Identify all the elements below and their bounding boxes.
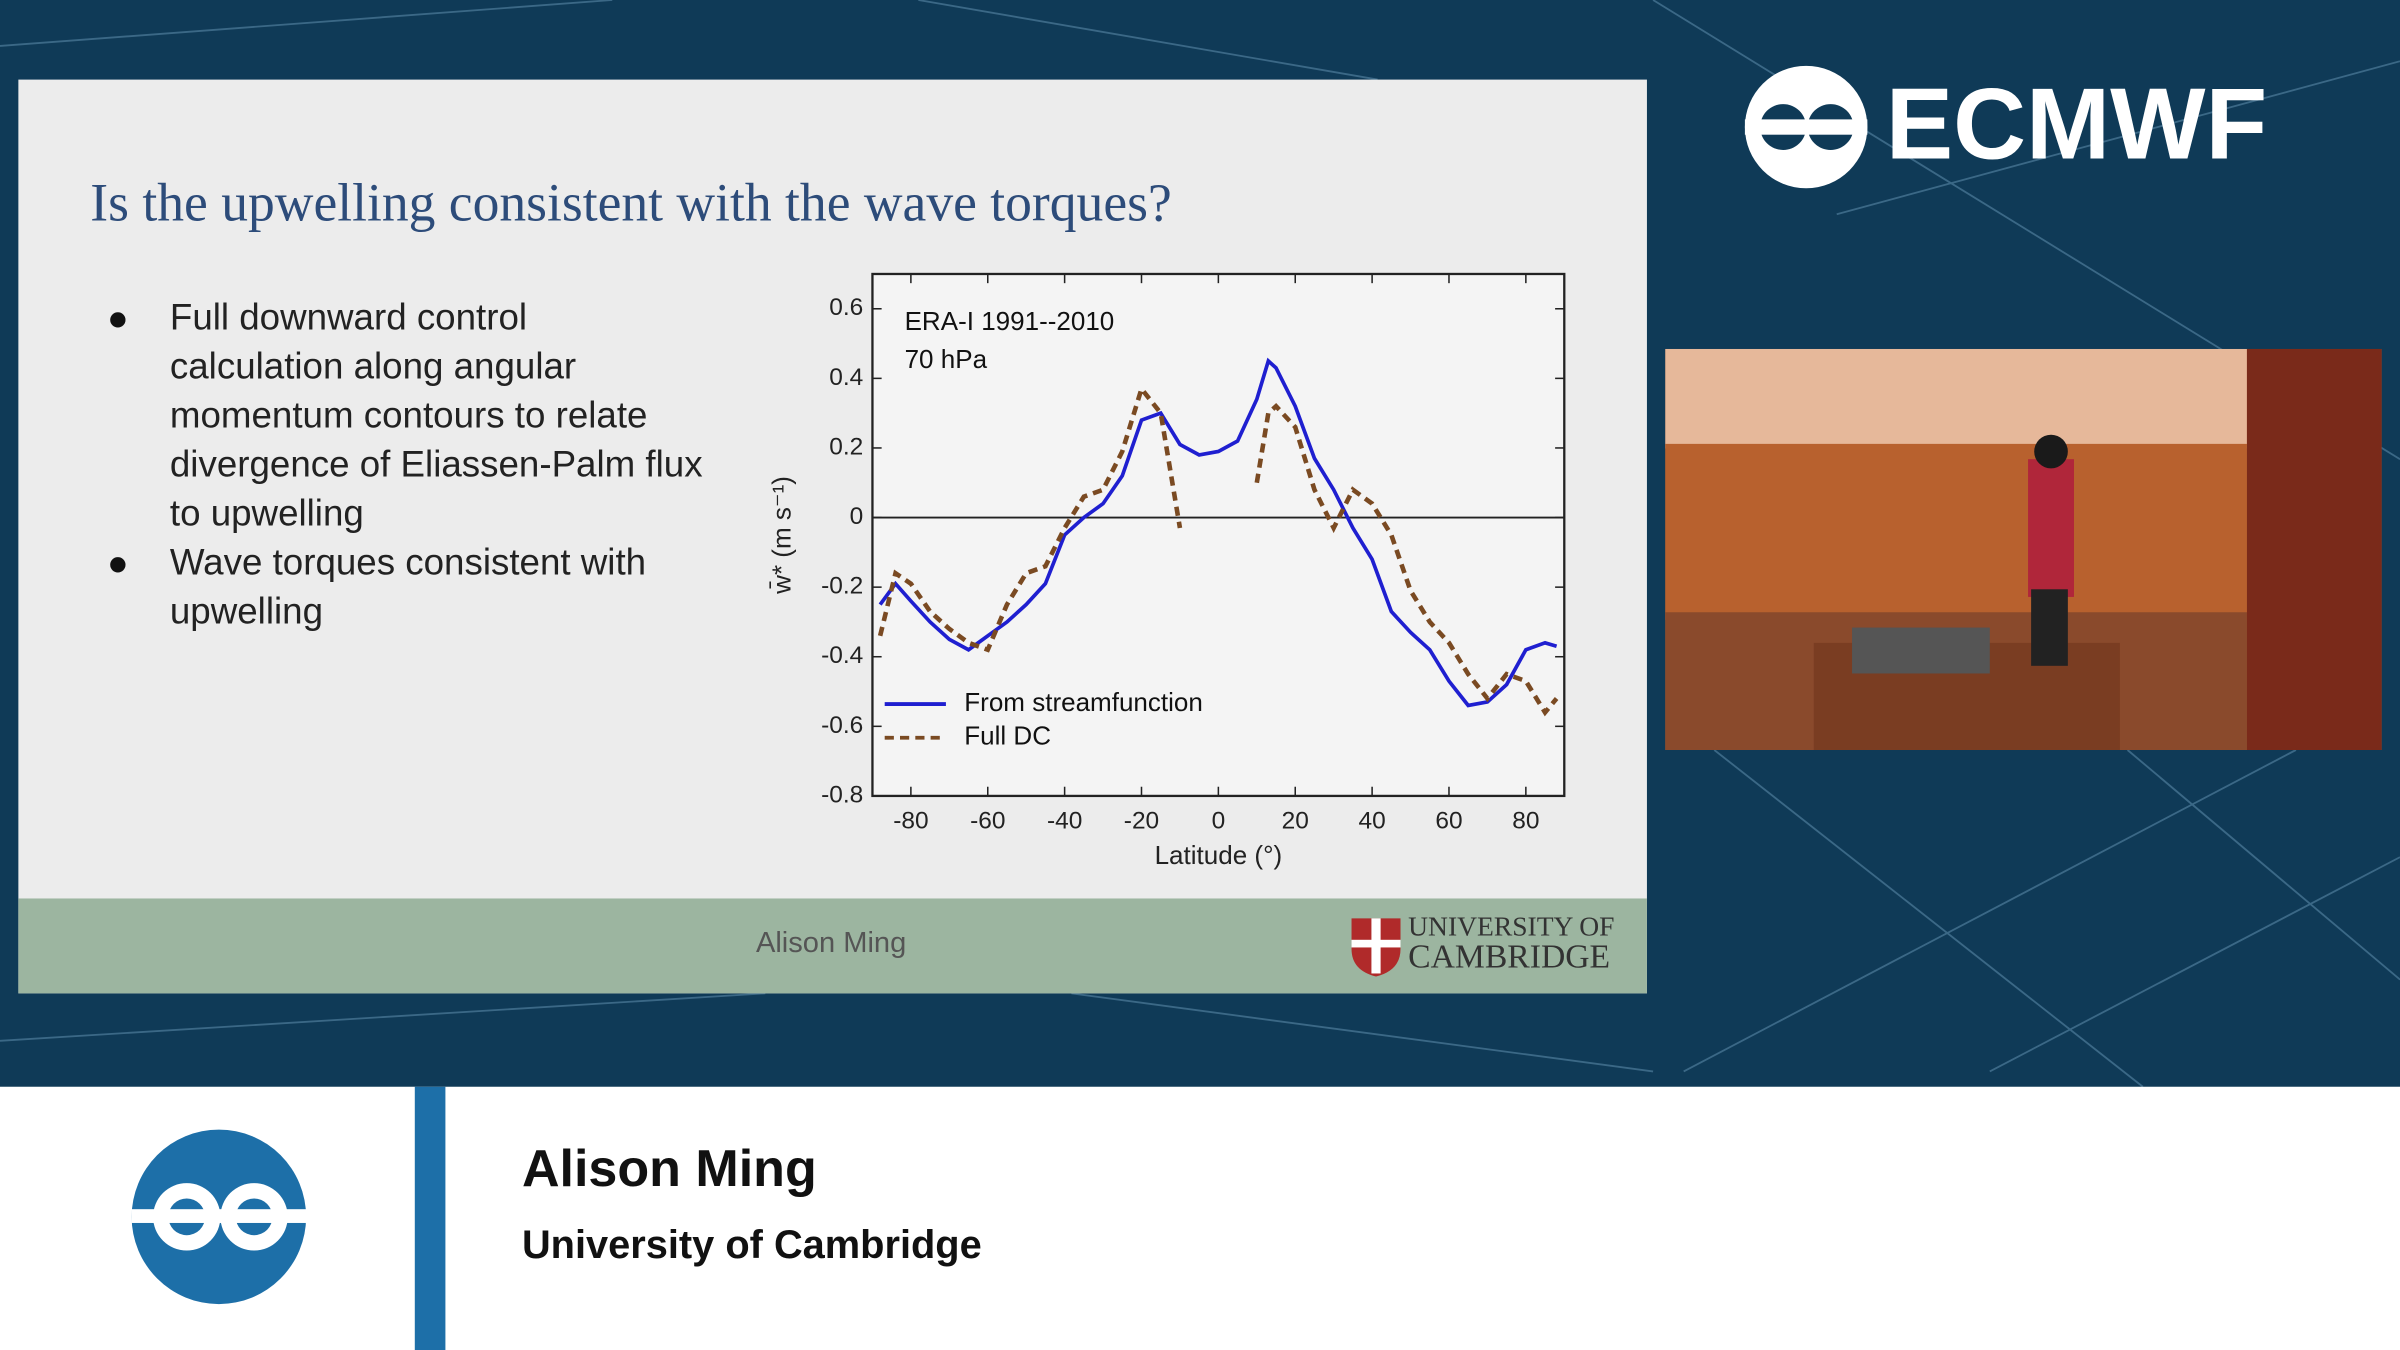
university-line: CAMBRIDGE xyxy=(1408,938,1610,975)
chart: 0.6 0.4 0.2 0 -0.2 -0.4 -0.6 -0.8 -80 -60 -40 -20 0 2… xyxy=(767,272,1566,870)
x-tick-label: 60 xyxy=(1435,807,1462,834)
y-tick-label: 0.4 xyxy=(829,364,863,391)
annotation: 70 hPa xyxy=(905,344,988,374)
legend-label: From streamfunction xyxy=(964,687,1203,717)
bullet-line: momentum contours to relate xyxy=(170,395,648,436)
data-line xyxy=(878,357,1558,708)
bullet-line: to upwelling xyxy=(170,493,364,534)
bullet-line: divergence of Eliassen-Palm flux xyxy=(170,444,703,485)
lower-third xyxy=(0,1086,2400,1350)
plot-area xyxy=(871,272,1566,798)
x-tick-label: 80 xyxy=(1512,807,1539,834)
ecmwf-logo: ECMWF xyxy=(1744,65,2268,189)
cambridge-logo: UNIVERSITY OF CAMBRIDGE xyxy=(1351,910,1615,977)
footer-presenter: Alison Ming xyxy=(756,927,906,959)
logo-text: ECMWF xyxy=(1886,68,2268,180)
x-tick-label: 0 xyxy=(1212,807,1226,834)
y-tick-label: -0.6 xyxy=(821,712,863,739)
y-tick-label: 0.6 xyxy=(829,294,863,321)
bullet-dot xyxy=(110,557,126,573)
speaker-affiliation: University of Cambridge xyxy=(522,1223,982,1267)
x-axis-label: Latitude (°) xyxy=(1155,840,1283,870)
speaker-video xyxy=(1665,348,2382,750)
slide-title: Is the upwelling consistent with the wav… xyxy=(90,172,1171,232)
x-tick-label: -20 xyxy=(1124,807,1159,834)
ecmwf-logo-small xyxy=(131,1129,310,1305)
x-tick-label: -80 xyxy=(893,807,928,834)
y-tick-label: -0.4 xyxy=(821,642,863,669)
x-tick-label: 40 xyxy=(1358,807,1385,834)
y-tick-label: 0 xyxy=(850,503,864,530)
y-tick-label: -0.2 xyxy=(821,573,863,600)
bullet-list: Full downward control calculation along a… xyxy=(110,297,703,631)
legend-label: Full DC xyxy=(964,721,1051,751)
x-tick-label: -60 xyxy=(970,807,1005,834)
y-tick-label: -0.8 xyxy=(821,781,863,808)
university-line: UNIVERSITY OF xyxy=(1408,910,1614,941)
x-tick-label: 20 xyxy=(1282,807,1309,834)
bullet-line: Wave torques consistent with xyxy=(170,541,646,582)
y-axis-label: w̄* (m s⁻¹) xyxy=(767,476,797,595)
bullet-dot xyxy=(110,312,126,328)
y-tick-label: 0.2 xyxy=(829,433,863,460)
bullet-line: calculation along angular xyxy=(170,346,576,387)
accent-bar xyxy=(414,1086,446,1350)
speaker-name: Alison Ming xyxy=(522,1140,817,1198)
x-tick-label: -40 xyxy=(1047,807,1082,834)
bullet-line: upwelling xyxy=(170,590,323,631)
annotation: ERA-I 1991--2010 xyxy=(905,306,1115,336)
bullet-line: Full downward control xyxy=(170,297,527,338)
